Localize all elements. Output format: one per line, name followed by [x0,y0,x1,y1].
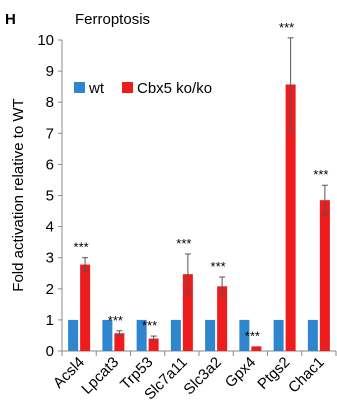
significance-label: *** [245,328,260,343]
bar-ko [217,286,228,351]
bar-wt [170,319,181,351]
y-tick-label: 4 [46,219,54,236]
legend-label-wt: wt [88,80,105,97]
significance-label: *** [313,167,328,182]
bar-ko [148,338,159,351]
bar-wt [136,319,147,351]
significance-label: *** [176,236,191,251]
axes: 0 1 2 3 4 5 6 7 8 9 10 [37,32,337,360]
bar-wt [239,319,250,351]
category-label: Chac1 [285,354,328,397]
y-tick-label: 6 [46,156,54,173]
significance-label: *** [211,259,226,274]
y-tick-label: 1 [46,312,54,329]
bar-wt [68,319,79,351]
significance-label: *** [279,20,294,35]
bar-ko [114,333,125,351]
legend: wt Cbx5 ko/ko [74,80,212,97]
panel-label: H [5,11,16,28]
significance-label: *** [142,318,157,333]
bar-ko [285,84,296,352]
y-tick-label: 0 [46,343,54,360]
y-tick-label: 10 [37,32,54,49]
legend-swatch-wt [74,82,85,93]
y-tick-label: 5 [46,188,54,205]
category-label: Lpcat3 [78,354,122,398]
bar-ko [251,346,262,351]
y-tick-label: 2 [46,281,54,298]
significance-label: *** [108,313,123,328]
bar-ko [182,274,193,351]
category-label: Slc3a2 [180,354,224,398]
legend-label-ko: Cbx5 ko/ko [137,80,212,97]
bar-wt [205,319,216,351]
chart-title: Ferroptosis [75,11,150,28]
bar-wt [273,319,284,351]
y-axis-title: Fold activation relative to WT [10,98,27,291]
significance-label: *** [74,240,89,255]
y-tick-label: 8 [46,94,54,111]
bars: *** *** *** *** *** *** *** *** [68,20,330,352]
bar-ko [319,200,330,351]
bar-ko [80,264,91,351]
y-tick-label: 7 [46,125,54,142]
legend-swatch-ko [122,82,133,93]
y-tick-label: 9 [46,63,54,80]
bar-wt [102,319,113,351]
bar-wt [307,319,318,351]
category-label: Gpx4 [222,354,259,391]
category-labels: Acsl4Lpcat3Trp53Slc7a11Slc3a2Gpx4Ptgs2Ch… [50,354,328,404]
y-tick-label: 3 [46,250,54,267]
